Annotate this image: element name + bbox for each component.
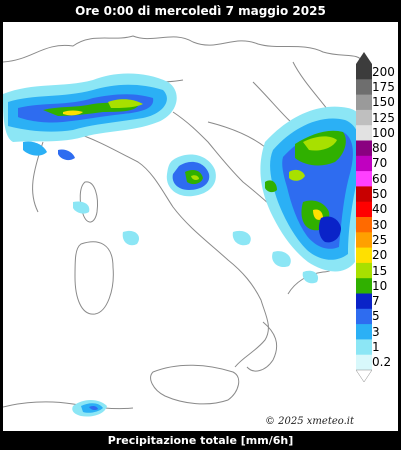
legend-swatch bbox=[356, 217, 372, 233]
legend-swatch bbox=[356, 186, 372, 203]
legend-swatch bbox=[356, 94, 372, 111]
legend-label: 60 bbox=[372, 171, 388, 186]
legend-label: 40 bbox=[372, 202, 388, 217]
legend-label: 125 bbox=[372, 110, 395, 125]
legend-swatch bbox=[356, 354, 372, 371]
legend-swatch bbox=[356, 140, 372, 157]
legend-swatch bbox=[356, 262, 372, 279]
legend-swatch bbox=[356, 125, 372, 141]
legend-swatch bbox=[356, 79, 372, 96]
legend-label: 5 bbox=[372, 309, 380, 324]
precipitation-legend: 200 175 150 125 100 80 70 60 50 40 30 25 20 15 10 7 5 3 1 0… bbox=[356, 52, 398, 382]
map-title: Ore 0:00 di mercoledì 7 maggio 2025 bbox=[0, 0, 401, 22]
legend-label: 80 bbox=[372, 141, 388, 156]
map-caption: Precipitazione totale [mm/6h] bbox=[0, 431, 401, 450]
legend-label: 70 bbox=[372, 156, 388, 171]
legend-label: 175 bbox=[372, 79, 395, 94]
legend-swatch bbox=[356, 324, 372, 340]
legend-label: 1 bbox=[372, 340, 380, 355]
precipitation-map: © 2025 xmeteo.it bbox=[3, 22, 398, 431]
legend-swatch bbox=[356, 293, 372, 310]
legend-swatch bbox=[356, 171, 372, 187]
legend-swatch bbox=[356, 339, 372, 356]
legend-label: 50 bbox=[372, 187, 388, 202]
precipitation-field bbox=[3, 73, 371, 417]
legend-label: 25 bbox=[372, 232, 388, 247]
legend-swatch bbox=[356, 308, 372, 325]
legend-label: 10 bbox=[372, 278, 388, 293]
legend-swatch bbox=[356, 64, 372, 80]
legend-swatch bbox=[356, 155, 372, 172]
legend-label: 100 bbox=[372, 125, 395, 140]
legend-label: 0.2 bbox=[372, 355, 392, 370]
copyright-text: © 2025 xmeteo.it bbox=[264, 416, 354, 427]
legend-color-bar bbox=[356, 52, 372, 382]
legend-label: 150 bbox=[372, 95, 395, 110]
legend-label: 200 bbox=[372, 64, 395, 79]
legend-arrow-bottom bbox=[356, 369, 372, 382]
legend-label: 7 bbox=[372, 294, 380, 309]
legend-swatch bbox=[356, 109, 372, 126]
legend-label: 15 bbox=[372, 263, 388, 278]
legend-label: 3 bbox=[372, 324, 380, 339]
map-canvas bbox=[3, 22, 398, 431]
legend-label: 30 bbox=[372, 217, 388, 232]
legend-swatch bbox=[356, 201, 372, 218]
legend-arrow-top bbox=[356, 52, 372, 64]
legend-swatch bbox=[356, 278, 372, 294]
legend-swatch bbox=[356, 232, 372, 249]
legend-swatch bbox=[356, 247, 372, 264]
legend-label: 20 bbox=[372, 248, 388, 263]
